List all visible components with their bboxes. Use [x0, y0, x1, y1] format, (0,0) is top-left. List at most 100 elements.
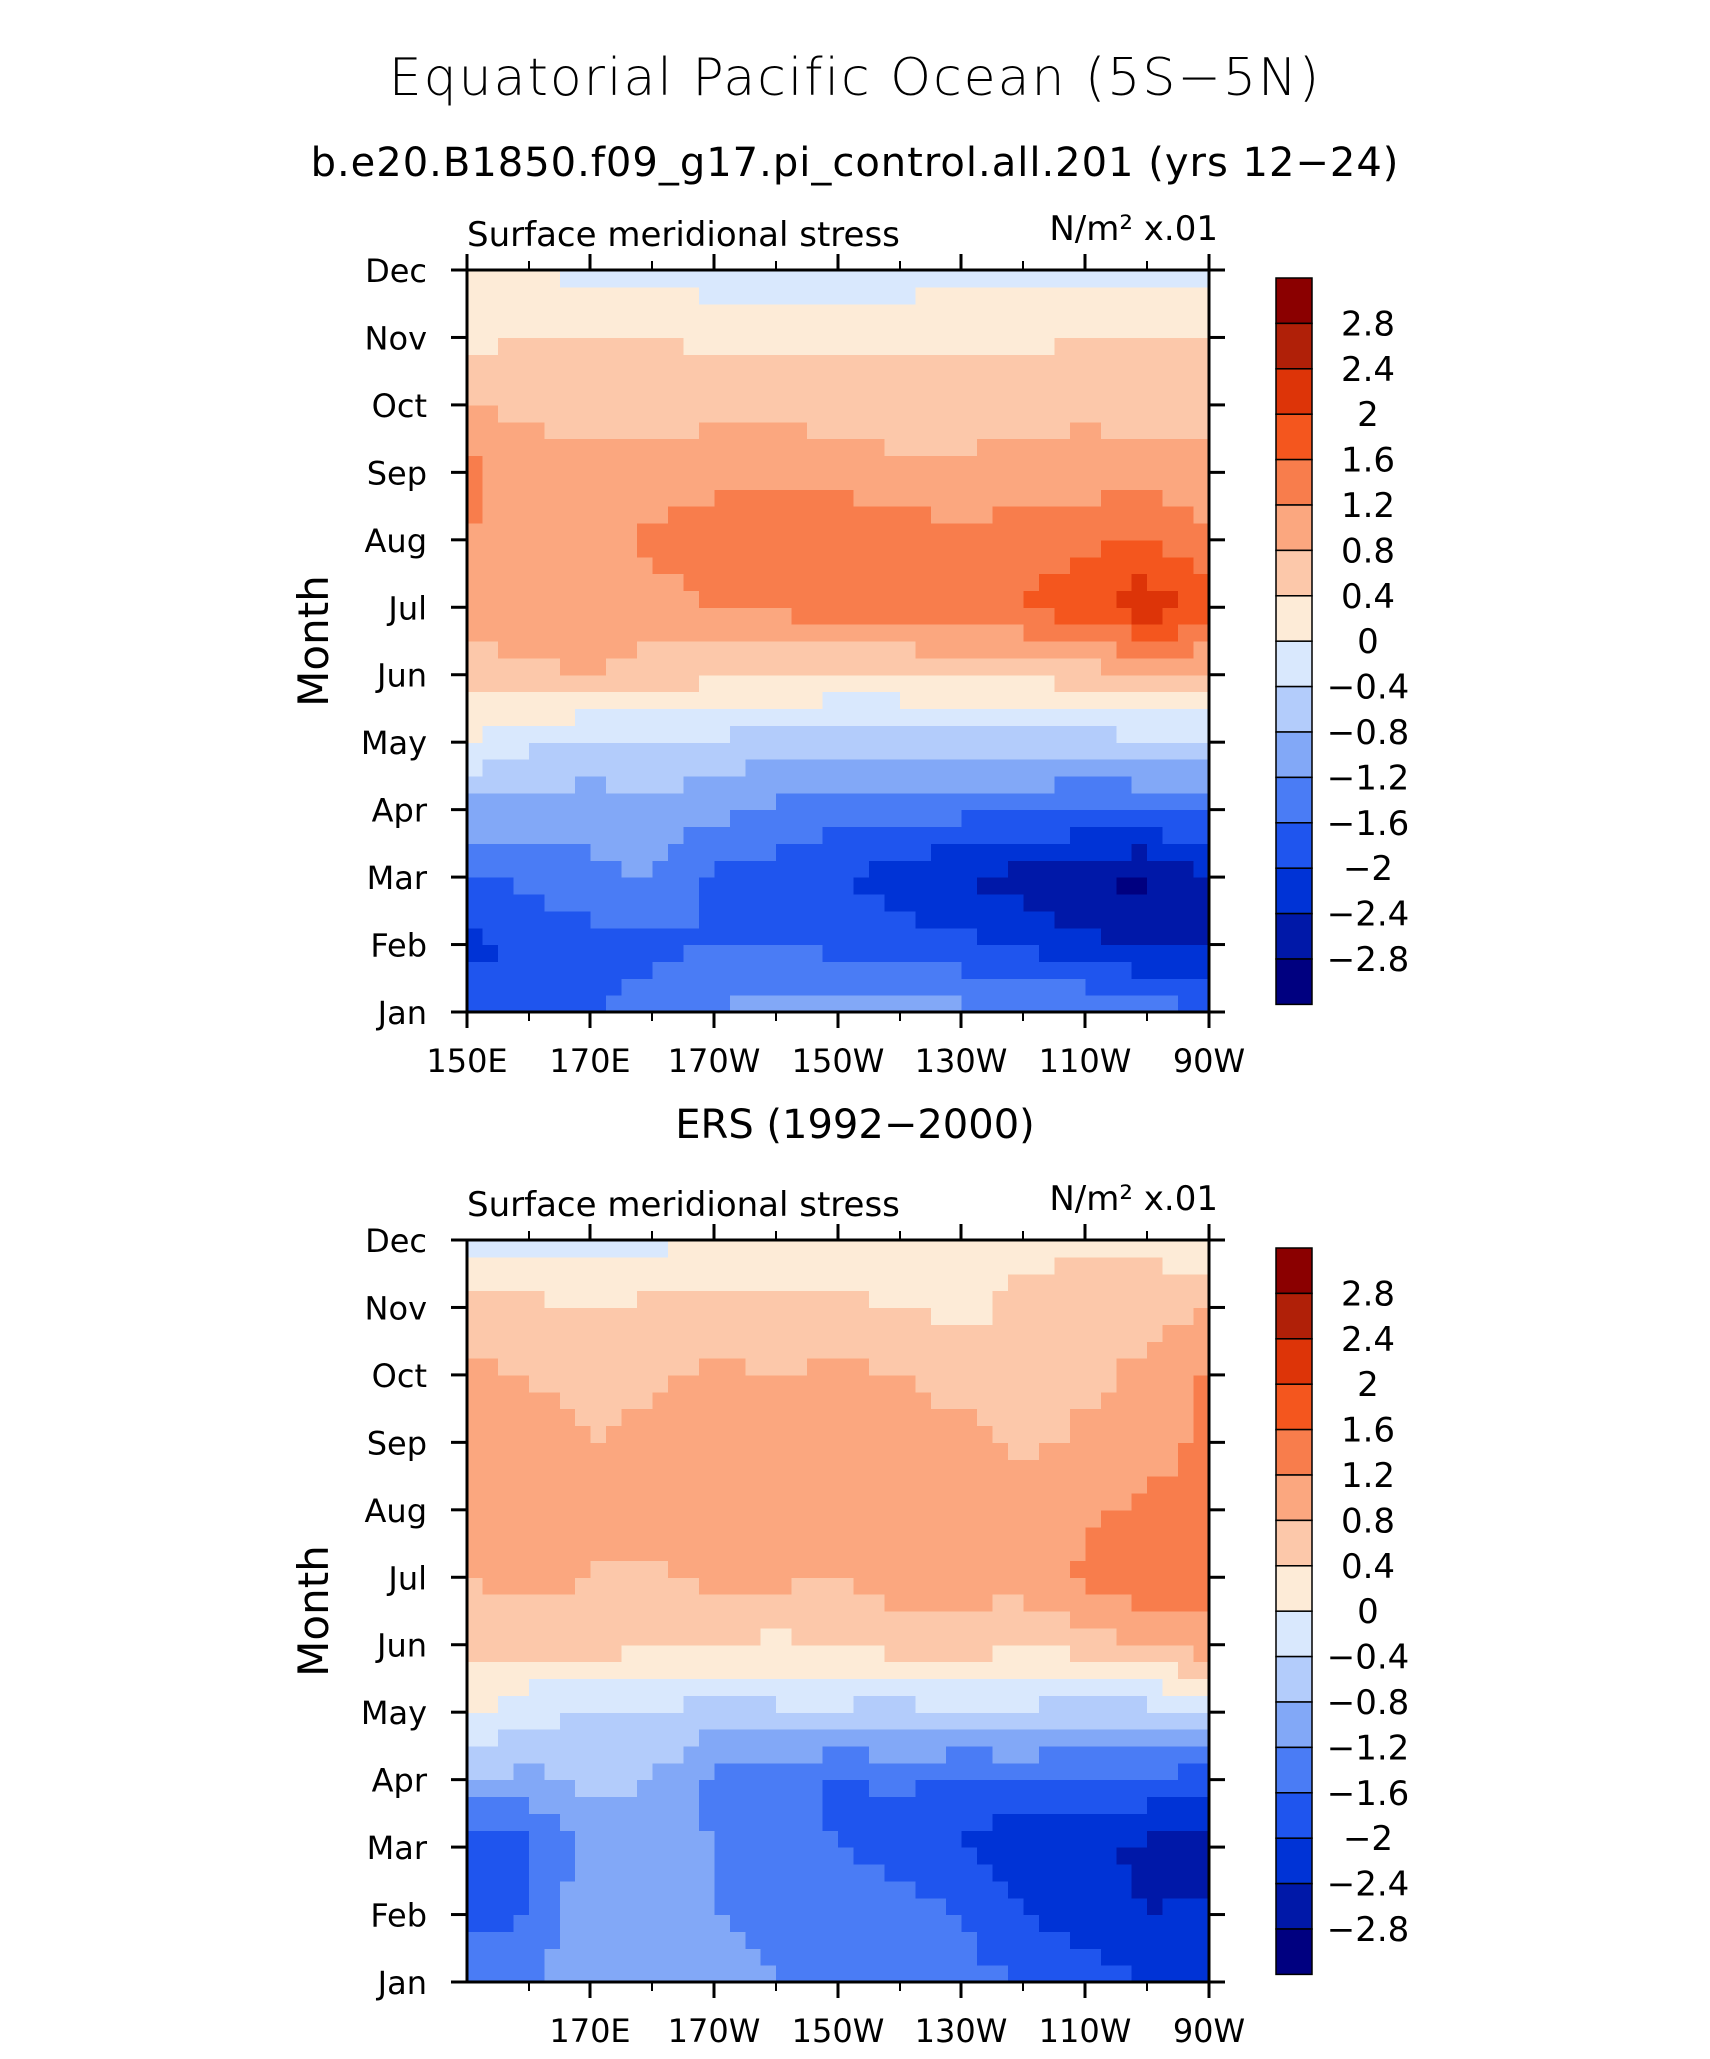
contour-cell	[1069, 1358, 1086, 1376]
contour-cell	[652, 506, 669, 524]
contour-cell	[1069, 1526, 1086, 1545]
contour-cell	[868, 1863, 885, 1882]
contour-cell	[528, 1358, 545, 1376]
contour-cell	[776, 1526, 793, 1545]
contour-cell	[575, 1240, 592, 1258]
contour-cell	[1069, 877, 1086, 895]
contour-cell	[884, 978, 901, 996]
contour-cell	[745, 438, 762, 457]
contour-cell	[1193, 472, 1210, 490]
contour-cell	[667, 1442, 685, 1460]
contour-cell	[544, 1796, 561, 1814]
contour-cell	[776, 1408, 793, 1427]
contour-cell	[853, 674, 870, 693]
contour-cell	[745, 961, 762, 979]
contour-cell	[899, 270, 916, 288]
contour-cell	[946, 1661, 963, 1680]
contour-cell	[497, 556, 514, 575]
contour-cell	[791, 961, 808, 979]
contour-cell	[899, 1358, 916, 1376]
contour-cell	[714, 624, 731, 642]
contour-cell	[1038, 691, 1056, 710]
contour-cell	[977, 1779, 994, 1798]
contour-cell	[497, 506, 514, 524]
contour-cell	[1147, 1948, 1164, 1966]
contour-cell	[1147, 1509, 1164, 1528]
contour-cell	[838, 286, 855, 305]
contour-cell	[497, 1914, 514, 1933]
contour-cell	[621, 1307, 638, 1325]
contour-cell	[977, 1476, 994, 1494]
contour-cell	[977, 607, 994, 625]
contour-cell	[853, 1290, 870, 1309]
contour-cell	[853, 725, 870, 743]
contour-cell	[559, 1796, 576, 1814]
contour-cell	[698, 1779, 715, 1798]
contour-cell	[884, 303, 901, 322]
contour-cell	[760, 893, 777, 912]
contour-cell	[853, 1863, 870, 1882]
contour-cell	[899, 1307, 916, 1325]
contour-cell	[1116, 1914, 1133, 1933]
contour-cell	[807, 337, 824, 355]
contour-cell	[1131, 590, 1148, 608]
contour-cell	[1178, 472, 1195, 490]
contour-cell	[838, 590, 855, 608]
contour-cell	[930, 1712, 947, 1730]
contour-cell	[822, 1678, 839, 1696]
contour-cell	[807, 455, 824, 473]
contour-cell	[1100, 1476, 1117, 1494]
contour-cell	[1023, 725, 1040, 743]
contour-cell	[807, 1914, 824, 1933]
contour-cell	[667, 1273, 685, 1292]
contour-cell	[1147, 1240, 1164, 1258]
contour-cell	[776, 691, 793, 710]
contour-cell	[760, 927, 777, 946]
contour-cell	[513, 539, 530, 558]
contour-cell	[559, 1729, 576, 1747]
contour-cell	[528, 1762, 545, 1781]
contour-cell	[683, 1779, 700, 1798]
contour-cell	[884, 759, 901, 777]
contour-cell	[791, 1492, 808, 1511]
contour-cell	[513, 1408, 530, 1427]
contour-cell	[961, 1341, 978, 1359]
contour-cell	[961, 1880, 978, 1899]
contour-cell	[1131, 1611, 1148, 1629]
contour-cell	[977, 1256, 994, 1275]
contour-cell	[1008, 573, 1025, 592]
contour-cell	[528, 421, 545, 440]
contour-cell	[1162, 1796, 1179, 1814]
contour-cell	[467, 337, 484, 355]
contour-cell	[899, 860, 916, 878]
contour-cell	[513, 708, 530, 726]
contour-cell	[915, 388, 932, 406]
contour-cell	[513, 826, 530, 844]
contour-cell	[1116, 1324, 1133, 1342]
contour-cell	[1038, 1256, 1056, 1275]
contour-cell	[745, 1965, 762, 1983]
contour-cell	[1054, 1779, 1071, 1798]
contour-cell	[1008, 337, 1025, 355]
contour-cell	[559, 1712, 576, 1730]
contour-cell	[528, 590, 545, 608]
contour-cell	[698, 270, 715, 288]
contour-cell	[1008, 1256, 1025, 1275]
contour-cell	[683, 1627, 700, 1646]
contour-cell	[946, 1762, 963, 1781]
contour-cell	[868, 742, 885, 760]
contour-cell	[915, 1256, 932, 1275]
contour-cell	[467, 573, 484, 592]
contour-cell	[513, 354, 530, 372]
contour-cell	[1147, 354, 1164, 372]
contour-cell	[637, 354, 654, 372]
contour-cell	[590, 1492, 607, 1511]
contour-cell	[1100, 641, 1117, 659]
contour-cell	[729, 1847, 746, 1865]
contour-cell	[961, 1931, 978, 1949]
contour-cell	[915, 624, 932, 642]
contour-cell	[528, 1391, 545, 1410]
contour-cell	[838, 708, 855, 726]
contour-cell	[544, 590, 561, 608]
contour-cell	[838, 944, 855, 963]
